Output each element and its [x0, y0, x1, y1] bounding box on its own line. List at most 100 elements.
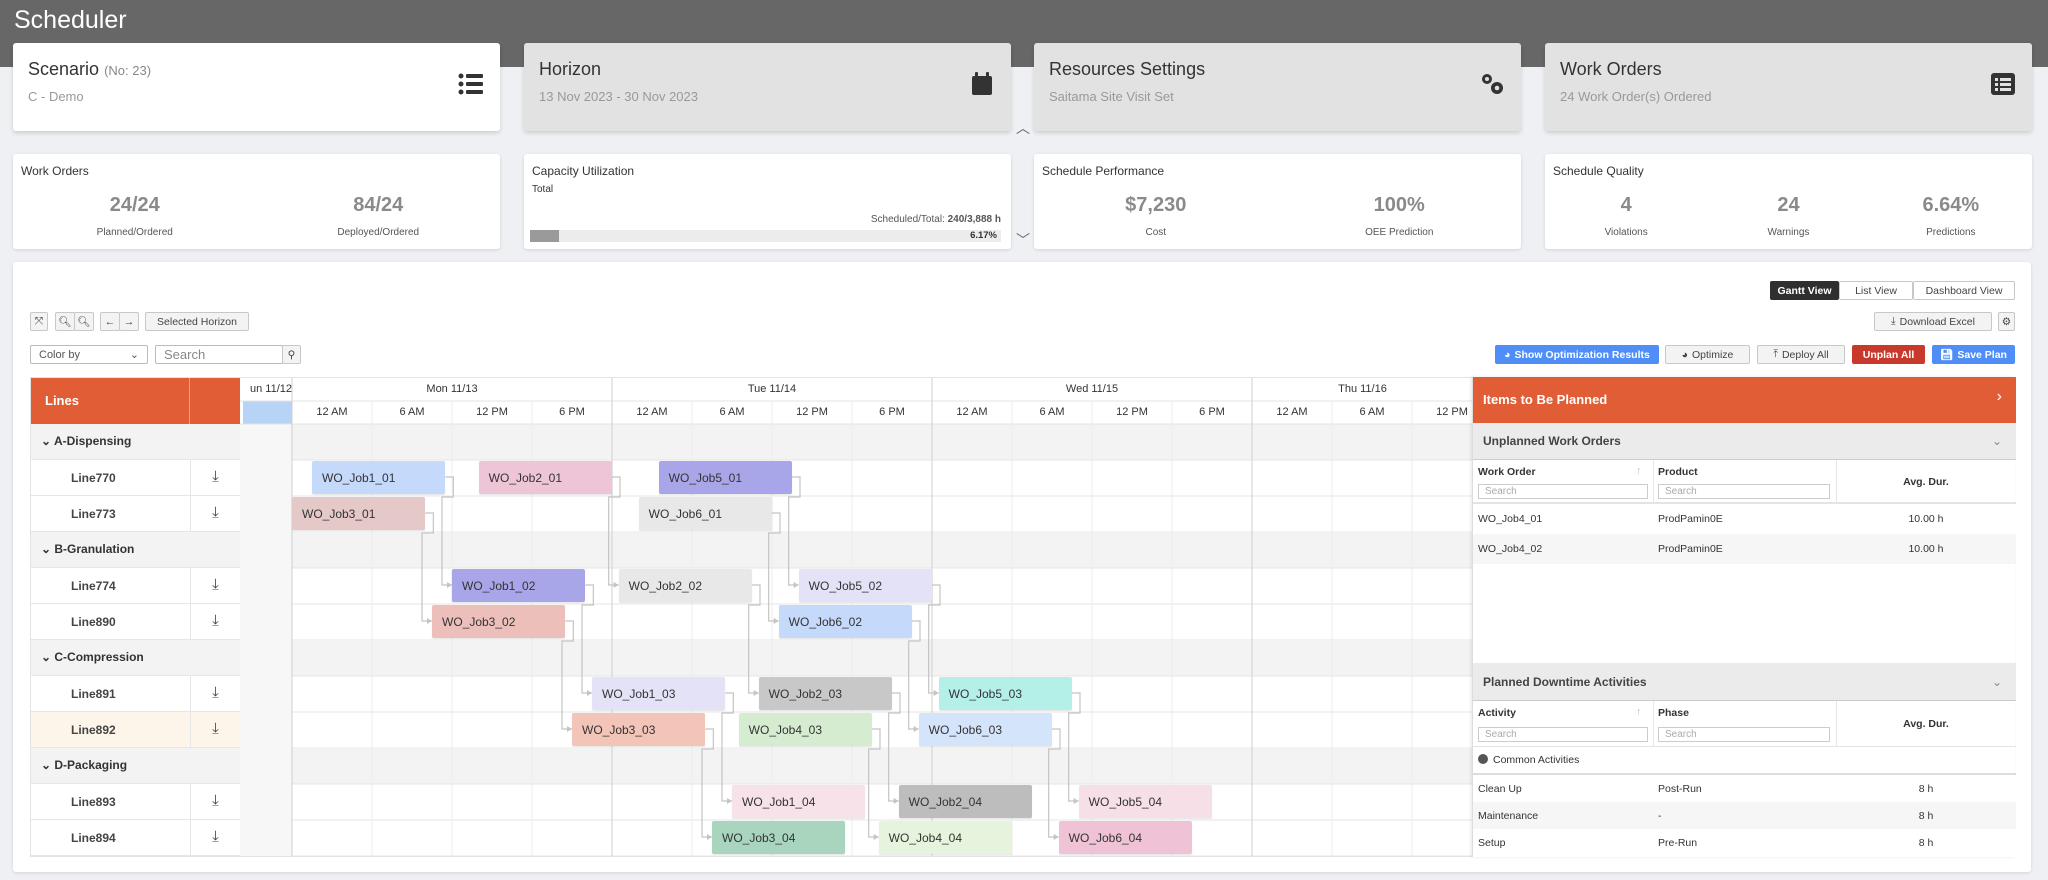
work-order-cell[interactable]: WO_Job4_02: [1478, 543, 1543, 555]
avg-dur-cell[interactable]: 10.00 h: [1908, 543, 1944, 555]
gantt-bar[interactable]: WO_Job5_02: [798, 569, 932, 602]
line-label[interactable]: Line893: [31, 784, 190, 820]
deploy-all-button[interactable]: ⤒ Deploy All: [1757, 345, 1845, 364]
gantt-bar[interactable]: WO_Job4_04: [878, 821, 1012, 854]
split-line-icon[interactable]: ⤓: [190, 460, 240, 496]
hour-label[interactable]: 6 PM: [559, 406, 585, 418]
line-label[interactable]: Line770: [31, 460, 190, 496]
optimize-button[interactable]: ◕ Optimize: [1665, 345, 1750, 364]
unplan-all-button[interactable]: Unplan All: [1852, 345, 1925, 364]
gantt-bar[interactable]: WO_Job3_04: [712, 821, 846, 854]
gantt-timeline[interactable]: un 11/12 Mon 11/13 12 AM 6 AM 12 PM 6 PM Tue 1…: [240, 378, 1473, 856]
selected-horizon-button[interactable]: Selected Horizon: [145, 312, 249, 331]
gantt-bar[interactable]: WO_Job2_01: [478, 461, 612, 494]
col-product[interactable]: Product: [1658, 466, 1698, 478]
gantt-bar[interactable]: WO_Job3_02: [432, 605, 566, 638]
gantt-bar[interactable]: WO_Job2_03: [758, 677, 892, 710]
hour-label[interactable]: 12 AM: [1276, 406, 1308, 418]
gantt-bar[interactable]: WO_Job3_03: [572, 713, 706, 746]
hour-label[interactable]: 6 AM: [719, 406, 745, 418]
col-phase[interactable]: Phase: [1658, 707, 1689, 719]
gantt-bar[interactable]: WO_Job5_03: [938, 677, 1072, 710]
downtime-section-header[interactable]: Planned Downtime Activities ⌄: [1473, 663, 2016, 701]
line-label[interactable]: Line892: [31, 712, 190, 748]
day-label[interactable]: Tue 11/14: [747, 383, 797, 395]
tab-gantt-view[interactable]: Gantt View: [1770, 281, 1839, 300]
gantt-bar[interactable]: WO_Job1_03: [592, 677, 726, 710]
col-activity[interactable]: Activity: [1478, 707, 1516, 719]
zoom-out-button[interactable]: 🔍︎: [74, 312, 94, 331]
activity-cell[interactable]: Maintenance: [1478, 810, 1539, 822]
line-group[interactable]: ⌄ A-Dispensing: [31, 424, 240, 460]
gantt-bar[interactable]: WO_Job3_01: [292, 497, 426, 530]
collapse-chevron-up-icon[interactable]: ︿: [1016, 120, 1030, 136]
line-label[interactable]: Line891: [31, 676, 190, 712]
phase-search-input[interactable]: Search: [1658, 727, 1830, 742]
unplanned-section-header[interactable]: Unplanned Work Orders ⌄: [1473, 423, 2016, 460]
scroll-left-button[interactable]: ←: [100, 312, 120, 331]
hour-label[interactable]: 12 AM: [956, 406, 988, 418]
split-line-icon[interactable]: ⤓: [190, 784, 240, 820]
downtime-row[interactable]: Setup Pre-Run 8 h: [1473, 829, 2016, 856]
day-label[interactable]: un 11/12: [249, 383, 292, 395]
phase-cell[interactable]: Post-Run: [1658, 783, 1702, 795]
hour-label[interactable]: 12 PM: [796, 406, 828, 418]
gantt-bar[interactable]: WO_Job5_01: [658, 461, 792, 494]
work-order-cell[interactable]: WO_Job4_01: [1478, 513, 1543, 525]
activity-cell[interactable]: Clean Up: [1478, 783, 1522, 795]
gantt-bar[interactable]: WO_Job1_02: [452, 569, 586, 602]
show-optimization-results-button[interactable]: ◕ Show Optimization Results: [1495, 345, 1659, 364]
phase-cell[interactable]: Pre-Run: [1658, 837, 1698, 849]
gantt-bar[interactable]: WO_Job6_04: [1058, 821, 1192, 854]
split-line-icon[interactable]: ⤓: [190, 496, 240, 532]
fit-button[interactable]: ⤧: [30, 312, 48, 331]
gantt-bar[interactable]: WO_Job1_04: [732, 785, 866, 818]
hour-label[interactable]: 12 AM: [316, 406, 348, 418]
activity-search-input[interactable]: Search: [1478, 727, 1648, 742]
col-work-order[interactable]: Work Order: [1478, 466, 1536, 478]
line-label[interactable]: Line773: [31, 496, 190, 532]
day-label[interactable]: Mon 11/13: [426, 383, 478, 395]
split-line-icon[interactable]: ⤓: [190, 604, 240, 640]
gantt-bar[interactable]: WO_Job6_01: [638, 497, 772, 530]
day-label[interactable]: Wed 11/15: [1065, 383, 1119, 395]
hour-label[interactable]: 12 AM: [636, 406, 668, 418]
gantt-bar[interactable]: WO_Job2_04: [898, 785, 1032, 818]
tab-list-view[interactable]: List View: [1839, 281, 1913, 300]
scroll-right-button[interactable]: →: [119, 312, 139, 331]
line-label[interactable]: Line774: [31, 568, 190, 604]
gantt-bar[interactable]: WO_Job6_02: [778, 605, 912, 638]
zoom-in-button[interactable]: 🔍︎: [55, 312, 75, 331]
avg-dur-cell[interactable]: 8 h: [1918, 837, 1934, 849]
split-line-icon[interactable]: ⤓: [190, 676, 240, 712]
gantt-bar[interactable]: WO_Job2_02: [618, 569, 752, 602]
hour-label[interactable]: 12 PM: [1116, 406, 1148, 418]
unplanned-row[interactable]: WO_Job4_01 ProdPamin0E 10.00 h: [1473, 504, 2016, 534]
settings-button[interactable]: ⚙: [1998, 312, 2015, 331]
hour-label[interactable]: 6 AM: [399, 406, 425, 418]
hour-label[interactable]: 6 PM: [1199, 406, 1225, 418]
split-line-icon[interactable]: ⤓: [190, 712, 240, 748]
resources-settings-card[interactable]: Resources Settings Saitama Site Visit Se…: [1034, 43, 1521, 131]
line-label[interactable]: Line894: [31, 820, 190, 856]
search-button[interactable]: ⚲: [282, 345, 301, 364]
save-plan-button[interactable]: 💾︎ Save Plan: [1932, 345, 2015, 364]
hour-label[interactable]: 6 PM: [879, 406, 905, 418]
gantt-bar[interactable]: WO_Job5_04: [1078, 785, 1212, 818]
horizon-card[interactable]: Horizon 13 Nov 2023 - 30 Nov 2023: [524, 43, 1011, 131]
scenario-card[interactable]: Scenario (No: 23) C - Demo: [13, 43, 500, 131]
avg-dur-cell[interactable]: 10.00 h: [1908, 513, 1944, 525]
line-group[interactable]: ⌄ D-Packaging: [31, 748, 240, 784]
color-by-select[interactable]: Color by ⌄: [30, 345, 148, 364]
common-activities-group[interactable]: Common Activities: [1473, 747, 2016, 775]
gantt-bar[interactable]: WO_Job1_01: [312, 461, 446, 494]
sort-up-icon[interactable]: ↑: [1636, 706, 1642, 718]
hour-label[interactable]: 6 AM: [1359, 406, 1385, 418]
work-order-search-input[interactable]: Search: [1478, 484, 1648, 499]
gantt-search-input[interactable]: Search: [155, 345, 283, 364]
day-label[interactable]: Thu 11/16: [1338, 383, 1387, 395]
product-search-input[interactable]: Search: [1658, 484, 1830, 499]
activity-cell[interactable]: Setup: [1478, 837, 1506, 849]
avg-dur-cell[interactable]: 8 h: [1918, 810, 1934, 822]
avg-dur-cell[interactable]: 8 h: [1918, 783, 1934, 795]
